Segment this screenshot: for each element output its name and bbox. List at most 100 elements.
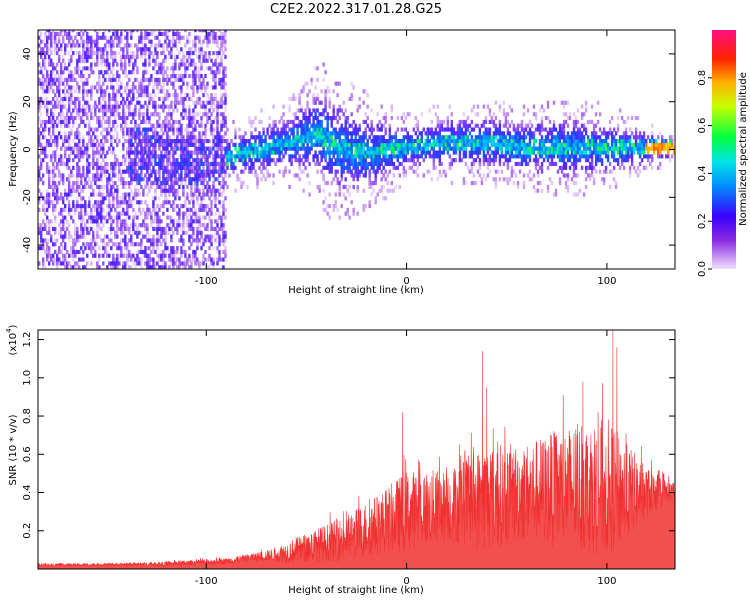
heatmap-cell bbox=[260, 177, 263, 182]
heatmap-cell bbox=[76, 112, 79, 117]
heatmap-cell bbox=[238, 146, 241, 151]
heatmap-cell bbox=[178, 142, 181, 147]
heatmap-cell bbox=[156, 62, 159, 67]
heatmap-cell bbox=[192, 165, 195, 170]
heatmap-cell bbox=[50, 154, 53, 159]
heatmap-cell bbox=[200, 230, 203, 235]
heatmap-cell bbox=[68, 192, 71, 197]
heatmap-cell bbox=[358, 173, 361, 178]
heatmap-cell bbox=[160, 43, 163, 48]
heatmap-cell bbox=[158, 89, 161, 94]
heatmap-cell bbox=[174, 173, 177, 178]
heatmap-cell bbox=[52, 127, 55, 132]
heatmap-cell bbox=[138, 116, 141, 121]
heatmap-cell bbox=[178, 165, 181, 170]
heatmap-cell bbox=[370, 161, 373, 167]
heatmap-cell bbox=[342, 100, 345, 105]
heatmap-cell bbox=[224, 154, 227, 159]
heatmap-cell bbox=[72, 123, 75, 128]
heatmap-cell bbox=[214, 58, 217, 63]
heatmap-cell bbox=[80, 181, 83, 186]
heatmap-cell bbox=[128, 142, 131, 147]
heatmap-cell bbox=[424, 154, 427, 159]
heatmap-cell bbox=[504, 116, 508, 121]
heatmap-cell bbox=[138, 223, 141, 228]
heatmap-cell bbox=[228, 146, 231, 151]
heatmap-cell bbox=[188, 253, 191, 258]
heatmap-cell bbox=[46, 112, 49, 117]
heatmap-cell bbox=[384, 127, 387, 132]
heatmap-cell bbox=[66, 123, 69, 128]
heatmap-cell bbox=[442, 139, 445, 144]
heatmap-cell bbox=[158, 135, 161, 140]
heatmap-cell bbox=[200, 139, 203, 144]
heatmap-cell bbox=[184, 108, 187, 113]
heatmap-cell bbox=[288, 154, 291, 159]
heatmap-cell bbox=[50, 119, 53, 125]
heatmap-cell bbox=[42, 81, 45, 86]
heatmap-cell bbox=[260, 108, 263, 113]
heatmap-cell bbox=[106, 131, 109, 136]
heatmap-cell bbox=[354, 139, 357, 144]
heatmap-cell bbox=[152, 165, 155, 170]
heatmap-cell bbox=[42, 127, 45, 132]
heatmap-cell bbox=[100, 62, 103, 67]
heatmap-cell bbox=[180, 74, 183, 79]
heatmap-cell bbox=[266, 169, 269, 174]
heatmap-cell bbox=[284, 146, 287, 151]
heatmap-cell bbox=[126, 116, 129, 121]
heatmap-cell bbox=[146, 93, 149, 98]
heatmap-cell bbox=[146, 192, 149, 197]
heatmap-cell bbox=[486, 135, 490, 140]
heatmap-cell bbox=[122, 66, 125, 71]
heatmap-cell bbox=[64, 261, 67, 266]
heatmap-cell bbox=[174, 142, 177, 147]
heatmap-cell bbox=[126, 154, 129, 159]
heatmap-cell bbox=[206, 154, 209, 159]
heatmap-cell bbox=[326, 131, 329, 136]
heatmap-cell bbox=[156, 54, 159, 60]
heatmap-cell bbox=[190, 215, 193, 220]
heatmap-cell bbox=[332, 112, 335, 117]
heatmap-cell bbox=[222, 66, 225, 71]
heatmap-cell bbox=[58, 89, 61, 94]
heatmap-cell bbox=[458, 135, 462, 140]
heatmap-cell bbox=[186, 154, 189, 159]
heatmap-cell bbox=[200, 154, 203, 159]
heatmap-cell bbox=[450, 123, 453, 128]
heatmap-cell bbox=[194, 253, 197, 258]
heatmap-cell bbox=[100, 142, 103, 147]
heatmap-cell bbox=[254, 139, 257, 144]
heatmap-cell bbox=[114, 77, 117, 82]
heatmap-cell bbox=[160, 139, 163, 144]
heatmap-cell bbox=[94, 150, 97, 155]
heatmap-cell bbox=[172, 70, 175, 75]
heatmap-cell bbox=[336, 177, 339, 182]
heatmap-cell bbox=[234, 127, 237, 132]
heatmap-cell bbox=[104, 234, 107, 239]
heatmap-cell bbox=[158, 142, 161, 147]
heatmap-cell bbox=[506, 139, 510, 144]
heatmap-cell bbox=[292, 93, 295, 98]
heatmap-cell bbox=[282, 123, 285, 128]
heatmap-cell bbox=[142, 139, 145, 144]
heatmap-cell bbox=[78, 150, 81, 155]
heatmap-cell bbox=[44, 196, 47, 201]
heatmap-cell bbox=[58, 246, 61, 251]
heatmap-cell bbox=[172, 81, 175, 86]
heatmap-cell bbox=[104, 169, 107, 174]
heatmap-cell bbox=[268, 142, 271, 147]
heatmap-cell bbox=[184, 261, 187, 266]
heatmap-cell bbox=[182, 188, 185, 193]
heatmap-cell bbox=[140, 47, 143, 52]
heatmap-cell bbox=[90, 135, 93, 140]
heatmap-cell bbox=[140, 51, 143, 56]
heatmap-cell bbox=[118, 35, 121, 40]
heatmap-cell bbox=[48, 116, 51, 121]
heatmap-cell bbox=[352, 158, 355, 163]
heatmap-cell bbox=[344, 196, 347, 201]
heatmap-cell bbox=[94, 135, 97, 140]
heatmap-cell bbox=[38, 230, 41, 235]
heatmap-cell bbox=[178, 77, 181, 82]
heatmap-cell bbox=[140, 242, 143, 247]
